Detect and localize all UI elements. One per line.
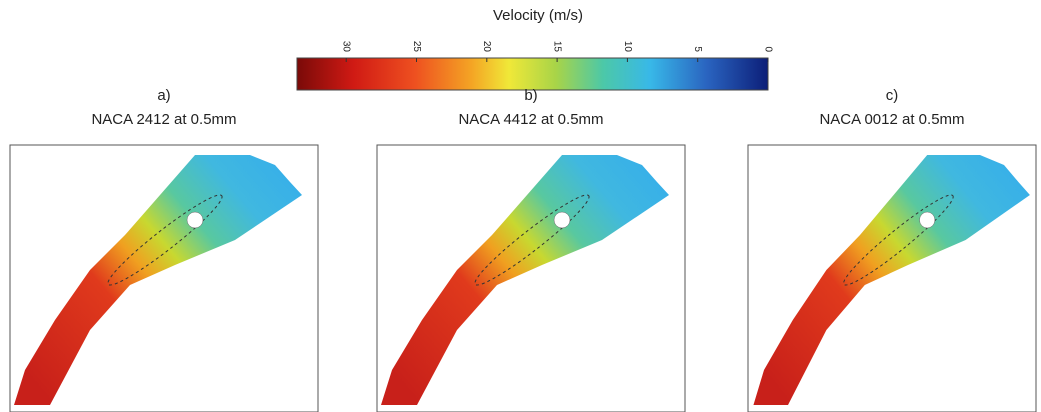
panel-letter: b)	[524, 87, 537, 104]
colorbar-label: Velocity (m/s)	[493, 7, 583, 24]
panel-c: c) NACA 0012 at 0.5mm	[748, 87, 1036, 412]
tick-label: 0	[762, 46, 773, 52]
tick-label: 30	[341, 41, 352, 53]
tick-label: 5	[692, 46, 703, 52]
panel-title: NACA 2412 at 0.5mm	[91, 111, 236, 128]
panel-letter: c)	[886, 87, 899, 104]
figure: Velocity (m/s) 30 25 20 15 10 5 0 a) NACA 2412…	[0, 0, 1041, 412]
colorbar	[297, 58, 768, 90]
velocity-field	[14, 155, 302, 405]
panel-b: b) NACA 4412 at 0.5mm	[377, 87, 685, 412]
tick-label: 20	[481, 41, 492, 53]
velocity-field	[381, 155, 669, 405]
tick-label: 25	[411, 41, 422, 53]
tick-label: 15	[551, 41, 562, 53]
panel-title: NACA 4412 at 0.5mm	[458, 111, 603, 128]
panel-letter: a)	[157, 87, 170, 104]
tick-label: 10	[622, 41, 633, 53]
velocity-field	[753, 155, 1029, 405]
panel-a: a) NACA 2412 at 0.5mm	[10, 87, 318, 412]
panel-title: NACA 0012 at 0.5mm	[819, 111, 964, 128]
